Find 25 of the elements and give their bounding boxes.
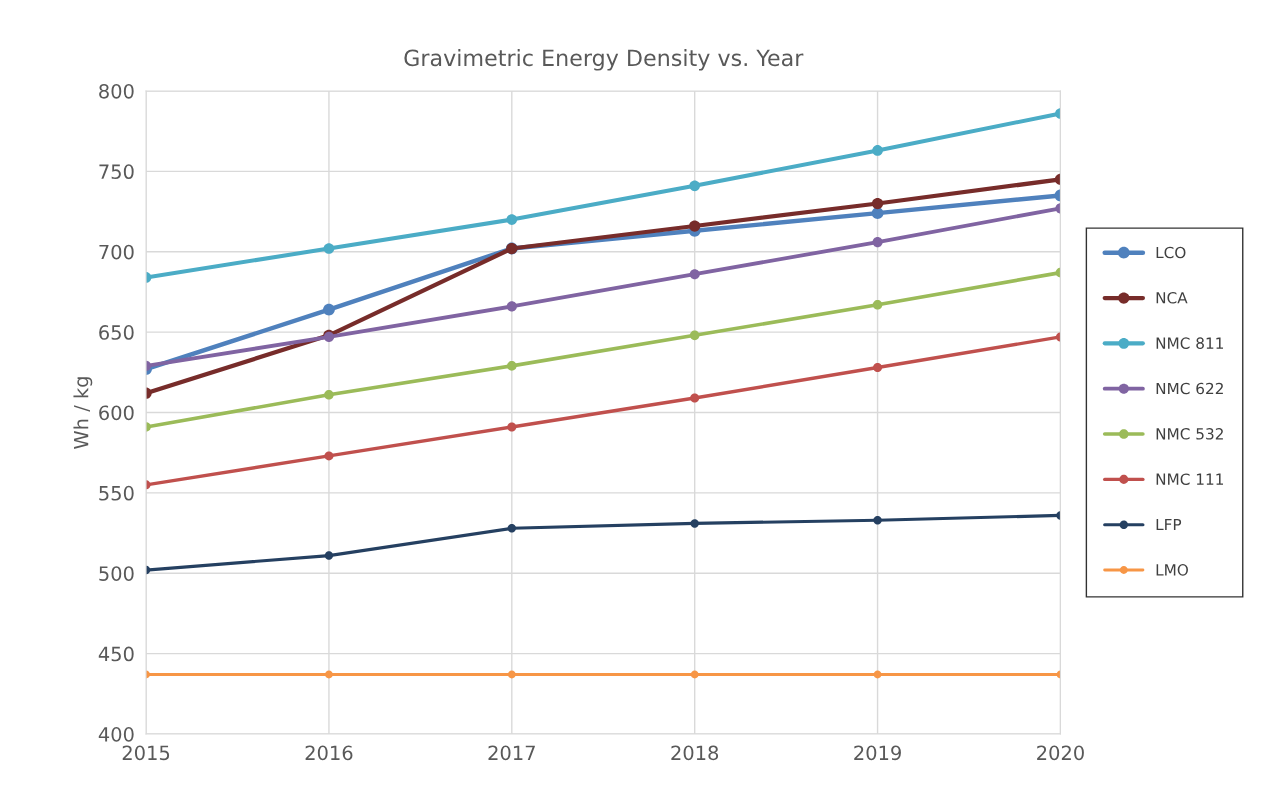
y-tick-label: 750	[99, 164, 134, 180]
x-tick-label: 2016	[305, 745, 353, 761]
legend-label: NMC 111	[1156, 473, 1224, 485]
legend-label: LCO	[1156, 246, 1186, 259]
x-tick-label: 2019	[854, 745, 901, 761]
legend-label: NCA	[1156, 292, 1188, 304]
chart-title: Gravimetric Energy Density vs. Year	[404, 49, 804, 71]
legend-label: LMO	[1156, 564, 1188, 576]
y-tick-label: 600	[99, 405, 134, 421]
x-tick-label: 2015	[122, 745, 170, 761]
y-tick-label: 450	[98, 646, 134, 662]
y-tick-label: 550	[99, 485, 134, 501]
y-tick-label: 400	[98, 727, 134, 742]
y-tick-label: 650	[99, 325, 134, 340]
y-tick-label: 700	[99, 244, 134, 260]
x-tick-label: 2020	[1037, 745, 1084, 761]
y-tick-label: 800	[99, 83, 134, 99]
legend-label: NMC 811	[1156, 337, 1224, 349]
x-tick-label: 2017	[488, 745, 535, 761]
legend-label: NMC 622	[1156, 382, 1223, 395]
x-tick-label: 2018	[671, 745, 719, 761]
y-tick-label: 500	[99, 566, 134, 581]
legend-label: NMC 532	[1156, 428, 1223, 440]
y-axis-title: Wh / kg	[73, 377, 93, 449]
legend-label: LFP	[1156, 518, 1182, 531]
